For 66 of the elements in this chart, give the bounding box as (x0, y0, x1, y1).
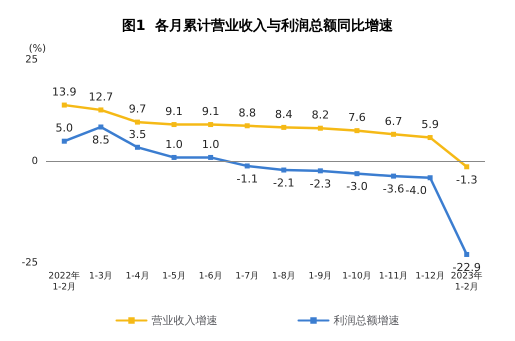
data-label: 8.5 (92, 133, 110, 146)
x-tick-label: 1-11月 (378, 272, 408, 282)
y-tick-label: 25 (25, 54, 38, 66)
data-label: 8.4 (275, 108, 293, 121)
y-axis-title: (%) (28, 44, 46, 54)
data-label: 8.8 (238, 106, 256, 120)
data-label: 13.9 (52, 86, 77, 99)
point (208, 122, 214, 128)
x-tick-label: 1-8月 (272, 272, 296, 282)
x-tick-label: 2022年 1-2月 (48, 270, 80, 292)
data-label: -1.1 (236, 172, 258, 186)
data-label: 1.0 (165, 138, 183, 151)
legend-label: 利润总额增速 (334, 314, 400, 327)
point (172, 122, 177, 128)
point (62, 138, 67, 144)
data-label: 8.2 (312, 108, 330, 122)
y-tick-label: -25 (22, 258, 38, 268)
point (354, 128, 360, 134)
point (172, 154, 177, 160)
data-label: 3.5 (128, 128, 146, 141)
point (98, 107, 104, 112)
point (134, 120, 140, 125)
x-tick-label: 1-3月 (89, 272, 113, 282)
data-label: 6.7 (384, 114, 402, 128)
x-tick-label: 1-9月 (308, 272, 332, 282)
data-label: 1.0 (202, 138, 220, 151)
point (354, 171, 360, 176)
point (428, 175, 433, 180)
point (281, 124, 286, 130)
legend-label: 营业收入增速 (152, 314, 218, 327)
data-label: -4.0 (405, 184, 427, 198)
data-label: 5.9 (421, 118, 439, 132)
x-tick-label: 1-12月 (415, 272, 445, 282)
data-label: 5.0 (56, 122, 74, 135)
point (318, 126, 323, 131)
data-label: -3.6 (382, 182, 404, 196)
point (318, 168, 323, 174)
x-tick-label: 1-6月 (198, 272, 222, 282)
data-label: -2.1 (273, 176, 295, 190)
data-label: -2.3 (310, 177, 332, 190)
data-label: -1.3 (456, 173, 478, 186)
data-label: 12.7 (88, 90, 114, 104)
point (391, 132, 396, 137)
x-tick-label: 1-10月 (342, 272, 372, 282)
x-tick-label: 2023年 1-2月 (450, 270, 483, 292)
point (464, 164, 470, 170)
data-label: 7.6 (348, 111, 366, 124)
data-label: -3.0 (346, 180, 368, 194)
point (244, 163, 250, 168)
point (208, 154, 214, 160)
chart-title: 图1 各月累计营业收入与利润总额同比增速 (122, 17, 394, 34)
data-label: 9.1 (165, 105, 183, 118)
point (98, 124, 104, 130)
point (428, 135, 433, 140)
point (134, 144, 140, 150)
point (464, 252, 470, 257)
x-tick-label: 1-5月 (162, 272, 186, 282)
point (244, 123, 250, 128)
x-tick-label: 1-7月 (235, 272, 260, 282)
point (281, 168, 286, 173)
x-tick-label: 1-4月 (126, 272, 150, 282)
data-label: 9.7 (128, 102, 146, 116)
data-label: 9.1 (202, 105, 220, 118)
y-tick-label: 0 (32, 156, 38, 167)
point (391, 174, 396, 179)
point (62, 102, 67, 108)
